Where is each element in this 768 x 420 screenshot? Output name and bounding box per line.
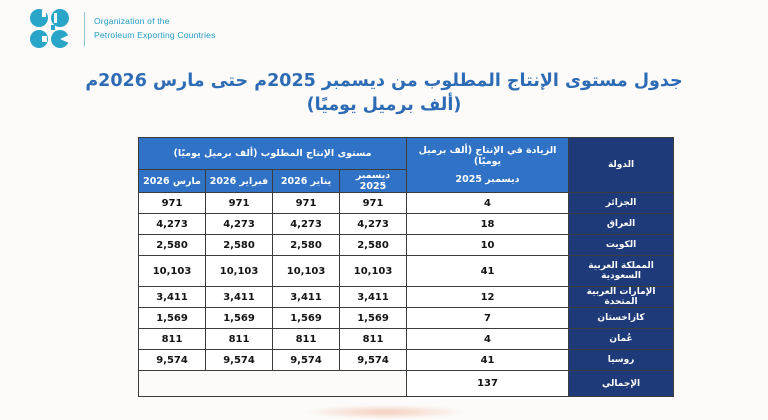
increase-header-month: ديسمبر 2025 xyxy=(455,174,520,185)
increase-cell: 7 xyxy=(406,307,570,329)
level-cell: 9,574 xyxy=(272,349,341,371)
org-name-line1: Organization of the xyxy=(94,16,170,27)
level-cell: 971 xyxy=(272,192,341,214)
table-row: روسيا 41 9,574 9,574 9,574 9,574 xyxy=(137,349,675,371)
opec-logo-icon xyxy=(30,9,70,48)
table-header-row-2: ديسمبر 2025 يناير 2026 فبراير 2026 مارس … xyxy=(137,169,674,193)
total-empty-cell xyxy=(137,370,408,397)
level-cell: 3,411 xyxy=(272,286,341,308)
level-cell: 2,580 xyxy=(205,234,274,256)
month-header-jan-2026: يناير 2026 xyxy=(272,169,341,193)
bottom-watermark xyxy=(303,405,468,419)
level-cell: 811 xyxy=(272,328,341,350)
org-name-line2: Petroleum Exporting Countries xyxy=(94,30,216,40)
increase-cell: 4 xyxy=(406,192,570,214)
level-cell: 971 xyxy=(137,192,207,214)
increase-cell: 12 xyxy=(406,286,570,308)
increase-header-text: الزيادة في الإنتاج (ألف برميل يوميًا) xyxy=(418,145,557,167)
org-name: Organization of the Petroleum Exporting … xyxy=(94,15,216,42)
table-row: عُمان 4 811 811 811 811 xyxy=(137,328,675,350)
level-cell: 2,580 xyxy=(137,234,207,256)
production-table: الدولة الزيادة في الإنتاج (ألف برميل يوم… xyxy=(137,137,675,397)
level-cell: 3,411 xyxy=(205,286,274,308)
table-row: الجزائر 4 971 971 971 971 xyxy=(137,192,675,214)
brand-divider xyxy=(84,12,85,46)
level-cell: 10,103 xyxy=(205,255,274,287)
increase-column-header: الزيادة في الإنتاج (ألف برميل يوميًا) دي… xyxy=(406,137,570,193)
brand-header: Organization of the Petroleum Exporting … xyxy=(28,8,216,50)
table-row: العراق 18 4,273 4,273 4,273 4,273 xyxy=(137,213,675,235)
country-cell: المملكة العربية السعودية xyxy=(568,255,675,287)
table-row: المملكة العربية السعودية 41 10,103 10,10… xyxy=(137,255,675,287)
level-cell: 3,411 xyxy=(137,286,207,308)
country-cell: العراق xyxy=(568,213,675,235)
level-cell: 4,273 xyxy=(205,213,274,235)
level-cell: 1,569 xyxy=(272,307,341,329)
level-cell: 4,273 xyxy=(339,213,408,235)
level-cell: 811 xyxy=(339,328,408,350)
increase-cell: 41 xyxy=(406,255,570,287)
level-cell: 9,574 xyxy=(205,349,274,371)
month-header-dec-2025: ديسمبر 2025 xyxy=(339,169,408,193)
level-cell: 1,569 xyxy=(205,307,274,329)
level-cell: 2,580 xyxy=(272,234,341,256)
country-column-header: الدولة xyxy=(568,137,675,193)
total-row: الإجمالي 137 xyxy=(137,370,675,397)
page-title: جدول مستوى الإنتاج المطلوب من ديسمبر 202… xyxy=(0,70,768,117)
level-cell: 971 xyxy=(339,192,408,214)
table-header-row-1: الدولة الزيادة في الإنتاج (ألف برميل يوم… xyxy=(137,137,675,193)
level-cell: 811 xyxy=(205,328,274,350)
month-header-mar-2026: مارس 2026 xyxy=(137,169,207,193)
level-cell: 1,569 xyxy=(339,307,408,329)
level-cell: 971 xyxy=(205,192,274,214)
level-cell: 811 xyxy=(137,328,207,350)
country-cell: الكويت xyxy=(568,234,675,256)
total-increase-cell: 137 xyxy=(406,370,570,397)
page-title-line1: جدول مستوى الإنتاج المطلوب من ديسمبر 202… xyxy=(85,71,683,91)
country-cell: الإمارات العربية المتحدة xyxy=(568,286,675,308)
country-cell: كازاخستان xyxy=(568,307,675,329)
country-cell: عُمان xyxy=(568,328,675,350)
total-label-cell: الإجمالي xyxy=(568,370,675,397)
increase-cell: 41 xyxy=(406,349,570,371)
level-cell: 3,411 xyxy=(339,286,408,308)
level-cell: 10,103 xyxy=(339,255,408,287)
table-row: الكويت 10 2,580 2,580 2,580 2,580 xyxy=(137,234,675,256)
level-cell: 1,569 xyxy=(137,307,207,329)
table-row: كازاخستان 7 1,569 1,569 1,569 1,569 xyxy=(137,307,675,329)
level-group-header: مستوى الإنتاج المطلوب (ألف برميل يوميًا) xyxy=(137,137,408,170)
country-cell: روسيا xyxy=(568,349,675,371)
level-cell: 4,273 xyxy=(272,213,341,235)
table-row: الإمارات العربية المتحدة 12 3,411 3,411 … xyxy=(137,286,675,308)
increase-cell: 4 xyxy=(406,328,570,350)
level-cell: 9,574 xyxy=(137,349,207,371)
level-cell: 9,574 xyxy=(339,349,408,371)
country-cell: الجزائر xyxy=(568,192,675,214)
increase-cell: 18 xyxy=(406,213,570,235)
level-cell: 2,580 xyxy=(339,234,408,256)
level-cell: 10,103 xyxy=(137,255,207,287)
month-header-feb-2026: فبراير 2026 xyxy=(205,169,274,193)
increase-cell: 10 xyxy=(406,234,570,256)
level-cell: 10,103 xyxy=(272,255,341,287)
page-title-line2: (ألف برميل يوميًا) xyxy=(306,94,462,115)
level-cell: 4,273 xyxy=(137,213,207,235)
